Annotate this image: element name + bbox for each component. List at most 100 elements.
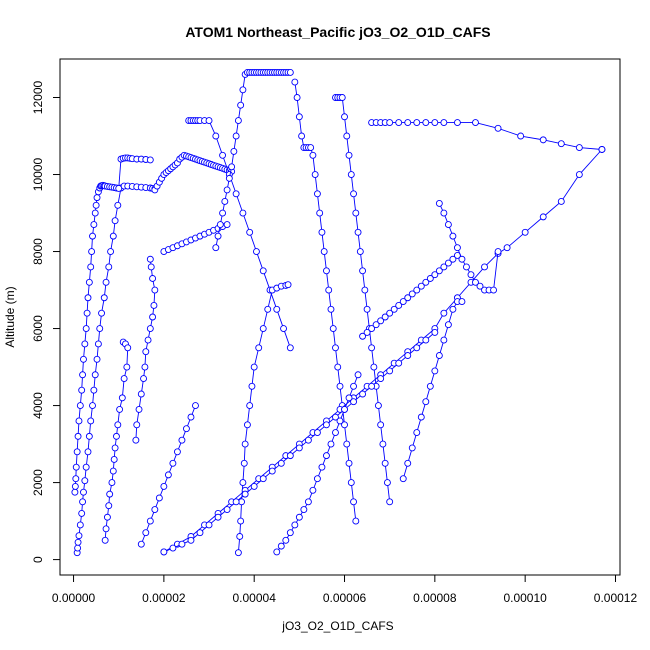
data-point (114, 201, 122, 209)
data-point (146, 156, 154, 164)
data-point (93, 194, 101, 202)
data-point (124, 344, 132, 352)
data-point (431, 367, 439, 375)
y-tick-label: 12000 (31, 80, 45, 114)
data-point (178, 540, 186, 548)
data-point (83, 309, 91, 317)
data-point (155, 494, 163, 502)
data-point (444, 321, 452, 329)
data-point (82, 463, 90, 471)
data-point (426, 382, 434, 390)
data-point (323, 421, 330, 429)
data-point (164, 471, 172, 479)
data-point (146, 517, 154, 525)
data-point (79, 498, 87, 506)
data-point (173, 448, 181, 456)
data-point (440, 209, 448, 217)
data-point (413, 344, 421, 352)
series-11 (332, 94, 394, 506)
data-point (350, 498, 357, 506)
data-point (293, 94, 301, 101)
data-point (399, 298, 407, 306)
data-point (268, 467, 276, 475)
data-point (521, 228, 529, 236)
data-point (404, 294, 412, 302)
data-point (381, 313, 389, 321)
data-point (386, 367, 394, 375)
data-point (282, 536, 290, 544)
data-point (345, 459, 353, 467)
data-point (239, 479, 247, 487)
data-point (239, 86, 247, 94)
data-point (82, 325, 90, 332)
data-point (417, 413, 425, 421)
data-point (453, 244, 461, 252)
data-point (359, 267, 367, 275)
data-point (205, 521, 213, 529)
data-point (240, 459, 248, 467)
data-point (313, 190, 321, 198)
data-point (413, 429, 421, 436)
data-point (386, 119, 394, 126)
data-point (295, 444, 303, 452)
data-point (169, 459, 177, 467)
data-point (347, 171, 355, 178)
data-point (85, 432, 93, 440)
data-point (381, 459, 389, 467)
data-point (440, 336, 448, 344)
data-point (336, 382, 344, 390)
data-point (422, 336, 430, 344)
y-tick-label: 0 (31, 556, 45, 563)
data-point (598, 146, 606, 153)
data-point (216, 221, 224, 229)
data-point (341, 113, 348, 121)
data-point (368, 325, 376, 332)
data-point (72, 475, 80, 483)
data-point (74, 432, 82, 440)
data-point (123, 363, 131, 371)
x-axis-label: jO3_O2_O1D_CAFS (281, 619, 393, 633)
data-point (343, 440, 351, 448)
series-8 (234, 281, 292, 557)
data-point (341, 421, 348, 429)
data-point (476, 282, 484, 290)
data-point (404, 119, 412, 126)
data-point (309, 486, 317, 494)
data-point (343, 132, 351, 140)
data-point (417, 282, 425, 290)
data-point (370, 363, 378, 371)
data-point (354, 371, 362, 379)
data-point (98, 309, 106, 317)
data-point (141, 363, 149, 371)
data-point (100, 294, 108, 302)
data-point (304, 498, 312, 506)
data-point (228, 163, 236, 171)
data-point (250, 482, 258, 490)
data-point (111, 217, 119, 225)
data-point (304, 436, 312, 444)
data-point (253, 248, 260, 255)
data-point (318, 228, 326, 236)
data-point (449, 232, 457, 240)
data-point (132, 436, 140, 444)
data-point (458, 298, 466, 306)
data-point (316, 209, 324, 217)
data-point (494, 124, 502, 132)
data-point (352, 517, 360, 525)
series-layer (71, 69, 606, 557)
y-tick-label: 4000 (31, 392, 45, 419)
data-point (75, 532, 83, 540)
data-point (81, 340, 89, 348)
data-point (336, 417, 344, 425)
series-16 (359, 251, 461, 340)
data-point (108, 479, 116, 487)
data-point (320, 248, 328, 255)
data-point (74, 538, 82, 546)
series-2 (71, 154, 154, 496)
data-point (318, 463, 326, 471)
data-point (205, 117, 213, 125)
data-point (90, 386, 98, 394)
data-point (259, 325, 267, 332)
data-point (395, 359, 403, 367)
